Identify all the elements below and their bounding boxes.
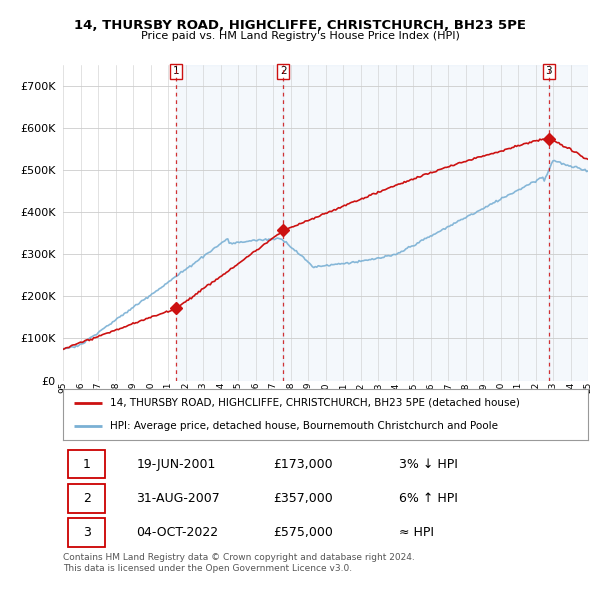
Bar [176,65,283,381]
Text: 3% ↓ HPI: 3% ↓ HPI [399,457,458,471]
Text: 2: 2 [83,491,91,504]
Text: 3: 3 [545,67,552,77]
Text: ≈ HPI: ≈ HPI [399,526,434,539]
Bar [68,518,105,546]
Bar [283,65,548,381]
Text: 14, THURSBY ROAD, HIGHCLIFFE, CHRISTCHURCH, BH23 5PE: 14, THURSBY ROAD, HIGHCLIFFE, CHRISTCHUR… [74,19,526,32]
Text: 6% ↑ HPI: 6% ↑ HPI [399,491,458,504]
Bar [548,65,588,381]
Text: 1: 1 [173,67,179,77]
Text: 1: 1 [83,457,91,471]
Text: 19-JUN-2001: 19-JUN-2001 [137,457,216,471]
Bar [68,450,105,478]
Text: £357,000: £357,000 [273,491,333,504]
Text: HPI: Average price, detached house, Bournemouth Christchurch and Poole: HPI: Average price, detached house, Bour… [110,421,498,431]
Text: Contains HM Land Registry data © Crown copyright and database right 2024.
This d: Contains HM Land Registry data © Crown c… [63,553,415,573]
Text: 3: 3 [83,526,91,539]
Text: Price paid vs. HM Land Registry's House Price Index (HPI): Price paid vs. HM Land Registry's House … [140,31,460,41]
Text: 2: 2 [280,67,286,77]
Text: 31-AUG-2007: 31-AUG-2007 [137,491,220,504]
Text: 04-OCT-2022: 04-OCT-2022 [137,526,218,539]
Bar [68,484,105,513]
Text: £173,000: £173,000 [273,457,332,471]
Text: £575,000: £575,000 [273,526,333,539]
Text: 14, THURSBY ROAD, HIGHCLIFFE, CHRISTCHURCH, BH23 5PE (detached house): 14, THURSBY ROAD, HIGHCLIFFE, CHRISTCHUR… [110,398,520,408]
